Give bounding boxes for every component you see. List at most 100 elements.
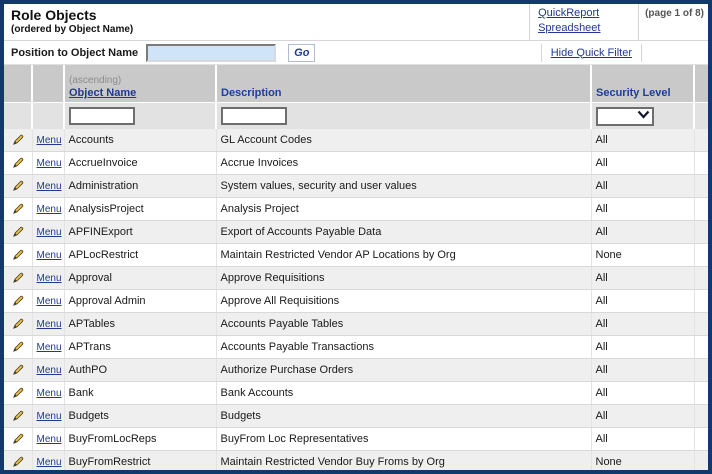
object-name-column-header: (ascending) Object Name (63, 65, 216, 103)
table-row: Menu Accounts GL Account Codes All (4, 129, 708, 152)
position-label: Position to Object Name (11, 46, 139, 59)
description-cell: System values, security and user values (216, 174, 592, 198)
row-menu-link[interactable]: Menu (36, 342, 62, 353)
title-block: Role Objects (ordered by Object Name) (4, 4, 133, 40)
object-name-cell: APTrans (64, 335, 217, 359)
pencil-icon[interactable] (11, 271, 25, 285)
row-menu-link[interactable]: Menu (36, 434, 62, 445)
row-spacer-cell (694, 197, 708, 221)
security-level-cell: All (591, 335, 695, 359)
position-toolbar: Position to Object Name Go Hide Quick Fi… (4, 41, 708, 65)
security-level-cell: None (591, 450, 695, 470)
security-level-cell: All (591, 174, 695, 198)
pencil-icon[interactable] (11, 409, 25, 423)
row-menu-link[interactable]: Menu (36, 250, 62, 261)
object-name-cell: APLocRestrict (64, 243, 217, 267)
description-cell: Accrue Invoices (216, 151, 592, 175)
row-spacer-cell (694, 289, 708, 313)
menu-column-header (31, 65, 64, 103)
pencil-icon[interactable] (11, 363, 25, 377)
security-level-cell: All (591, 220, 695, 244)
pencil-icon[interactable] (11, 386, 25, 400)
table-row: Menu AccrueInvoice Accrue Invoices All (4, 151, 708, 175)
description-cell: Budgets (216, 404, 592, 428)
pencil-icon[interactable] (11, 179, 25, 193)
pencil-icon[interactable] (11, 133, 25, 147)
row-spacer-cell (694, 335, 708, 359)
row-spacer-cell (694, 312, 708, 336)
row-menu-link[interactable]: Menu (36, 411, 62, 422)
sort-direction-note: (ascending) (69, 75, 122, 86)
security-level-cell: All (591, 197, 695, 221)
pencil-icon[interactable] (11, 156, 25, 170)
edit-column-header (4, 65, 32, 103)
table-row: Menu Approval Admin Approve All Requisitio… (4, 289, 708, 313)
object-name-cell: AccrueInvoice (64, 151, 217, 175)
row-menu-link[interactable]: Menu (36, 319, 62, 330)
description-cell: Maintain Restricted Vendor AP Locations … (216, 243, 592, 267)
object-name-cell: APFINExport (64, 220, 217, 244)
security-level-filter-select[interactable] (596, 106, 654, 126)
table-row: Menu APLocRestrict Maintain Restricted Ven… (4, 243, 708, 267)
row-menu-link[interactable]: Menu (36, 296, 62, 307)
row-menu-link[interactable]: Menu (36, 227, 62, 238)
title-bar-actions: QuickReport Spreadsheet (page 1 of 8) (529, 4, 708, 40)
pencil-icon[interactable] (11, 202, 25, 216)
pencil-icon[interactable] (11, 248, 25, 262)
object-name-cell: Bank (64, 381, 217, 405)
object-name-cell: Administration (64, 174, 217, 198)
table-row: Menu APFINExport Export of Accounts Payabl… (4, 220, 708, 244)
description-filter-input[interactable] (221, 107, 287, 125)
pencil-icon[interactable] (11, 225, 25, 239)
security-level-cell: None (591, 243, 695, 267)
object-name-filter-input[interactable] (69, 107, 135, 125)
row-menu-link[interactable]: Menu (36, 273, 62, 284)
description-cell: Analysis Project (216, 197, 592, 221)
pencil-icon[interactable] (11, 455, 25, 469)
description-cell: GL Account Codes (216, 129, 592, 152)
table-row: Menu Administration System values, securit… (4, 174, 708, 198)
go-button[interactable]: Go (288, 43, 316, 62)
object-name-sort-link[interactable]: Object Name (69, 87, 137, 99)
row-menu-link[interactable]: Menu (36, 457, 62, 468)
security-level-column-header: Security Level (590, 65, 694, 103)
object-name-cell: Accounts (64, 129, 217, 152)
quickreport-link[interactable]: QuickReport (538, 7, 600, 19)
hide-quick-filter-link[interactable]: Hide Quick Filter (550, 46, 632, 59)
security-level-cell: All (591, 151, 695, 175)
description-cell: Maintain Restricted Vendor Buy Froms by … (216, 450, 592, 470)
security-level-cell: All (591, 358, 695, 382)
role-objects-table: (ascending) Object Name Description Secu… (4, 65, 708, 470)
row-menu-link[interactable]: Menu (36, 204, 62, 215)
row-menu-link[interactable]: Menu (36, 158, 62, 169)
row-spacer-cell (694, 266, 708, 290)
row-menu-link[interactable]: Menu (36, 181, 62, 192)
position-input[interactable] (146, 43, 277, 62)
table-row: Menu AuthPO Authorize Purchase Orders All (4, 358, 708, 382)
row-menu-link[interactable]: Menu (36, 365, 62, 376)
description-cell: Accounts Payable Transactions (216, 335, 592, 359)
row-spacer-cell (694, 243, 708, 267)
hide-quick-filter-cell: Hide Quick Filter (540, 43, 642, 62)
pencil-icon[interactable] (11, 432, 25, 446)
pencil-icon[interactable] (11, 340, 25, 354)
pencil-icon[interactable] (11, 294, 25, 308)
quick-filter-row (4, 102, 708, 129)
security-level-cell: All (591, 381, 695, 405)
row-menu-link[interactable]: Menu (36, 135, 62, 146)
table-row: Menu Approval Approve Requisitions All (4, 266, 708, 290)
row-menu-link[interactable]: Menu (36, 388, 62, 399)
row-spacer-cell (694, 174, 708, 198)
pencil-icon[interactable] (11, 317, 25, 331)
object-name-cell: APTables (64, 312, 217, 336)
security-level-cell: All (591, 129, 695, 152)
table-row: Menu APTrans Accounts Payable Transactions… (4, 335, 708, 359)
description-cell: Approve All Requisitions (216, 289, 592, 313)
security-level-cell: All (591, 289, 695, 313)
row-spacer-cell (694, 129, 708, 152)
spreadsheet-link[interactable]: Spreadsheet (538, 22, 601, 34)
row-spacer-cell (694, 427, 708, 451)
object-name-cell: AuthPO (64, 358, 217, 382)
description-column-header: Description (215, 65, 591, 103)
